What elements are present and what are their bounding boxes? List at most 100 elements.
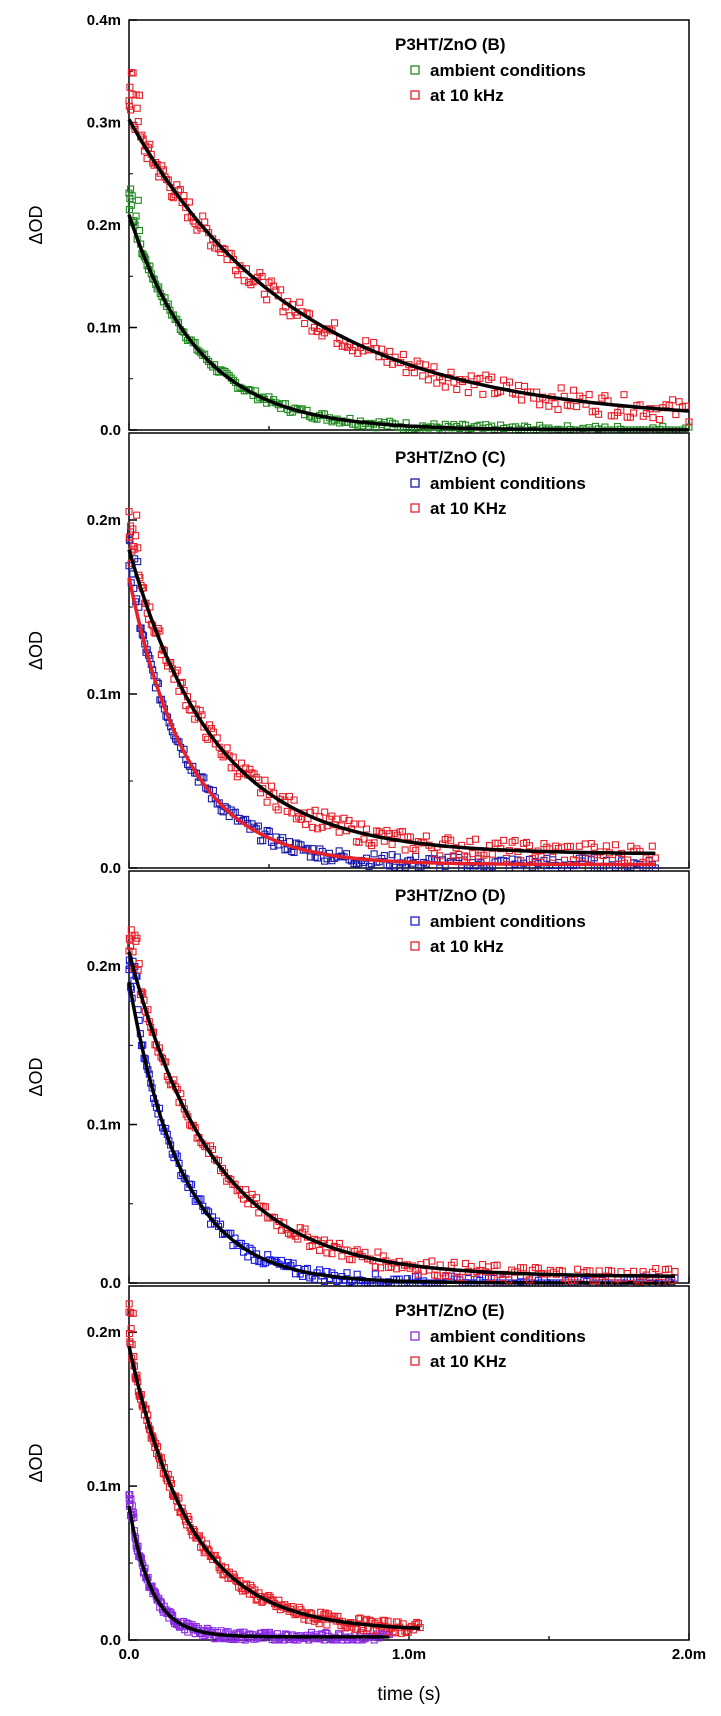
y-axis-label: ΔOD: [26, 1443, 46, 1482]
data-point: [388, 851, 396, 859]
data-point: [430, 850, 438, 858]
shared-x-axis: 0.0 1.0m 2.0m time (s): [119, 1646, 707, 1705]
series: [125, 926, 679, 1287]
data-point: [253, 1194, 261, 1202]
data-point: [281, 846, 289, 854]
data-point: [180, 191, 188, 200]
data-point: [525, 842, 533, 850]
y-tick-label: 0.3m: [87, 115, 121, 132]
data-point: [328, 1250, 336, 1258]
data-point: [357, 820, 366, 828]
data-point: [467, 372, 475, 380]
data-point: [255, 1209, 263, 1217]
data-point: [385, 830, 394, 838]
data-point: [370, 850, 378, 858]
y-tick-label: 0.2m: [87, 217, 121, 234]
data-point: [386, 347, 394, 355]
legend-label: at 10 KHz: [430, 1352, 507, 1371]
data-point: [575, 842, 583, 850]
data-point: [128, 192, 136, 200]
data-point: [127, 1325, 135, 1333]
y-tick-label: 0.0: [100, 1632, 121, 1649]
data-point: [545, 402, 553, 410]
y-tick-label: 0.1m: [87, 1117, 121, 1134]
data-point: [328, 857, 336, 865]
data-point: [264, 1251, 272, 1259]
data-point: [374, 1248, 382, 1256]
data-point: [257, 837, 265, 845]
data-point: [338, 1252, 346, 1260]
x-tick-label: 0.0: [119, 1646, 140, 1663]
data-point: [227, 764, 235, 772]
data-point: [595, 1267, 603, 1275]
data-point: [464, 389, 472, 397]
data-point: [133, 511, 141, 519]
data-point: [574, 1265, 582, 1273]
data-point: [203, 355, 211, 363]
data-point: [292, 839, 300, 847]
data-point: [447, 368, 455, 376]
data-point: [447, 836, 455, 844]
data-point: [360, 835, 368, 843]
data-point: [125, 206, 133, 214]
data-point: [335, 1239, 343, 1247]
data-point: [248, 769, 256, 777]
data-point: [388, 360, 397, 368]
data-point: [288, 809, 296, 817]
data-point: [221, 1169, 229, 1177]
data-point: [277, 1226, 285, 1234]
panel-title: P3HT/ZnO (C): [395, 448, 506, 467]
data-point: [479, 390, 487, 398]
data-point: [517, 396, 526, 404]
data-point: [487, 1274, 495, 1282]
data-point: [331, 319, 339, 327]
data-point: [511, 836, 519, 845]
y-tick-label: 0.1m: [87, 686, 121, 703]
data-point: [377, 1264, 385, 1272]
data-point: [285, 792, 294, 801]
data-point: [340, 814, 348, 822]
data-point: [126, 83, 134, 91]
data-point: [348, 1256, 356, 1264]
data-point: [433, 379, 441, 387]
data-point: [129, 1309, 137, 1317]
data-point: [636, 1278, 644, 1286]
data-point: [318, 823, 326, 831]
data-point: [353, 1270, 361, 1278]
data-point: [321, 857, 329, 865]
data-point: [193, 226, 201, 234]
data-point: [128, 90, 136, 98]
fit-curve: [127, 549, 656, 856]
data-point: [296, 298, 304, 306]
data-point: [127, 201, 135, 209]
data-point: [127, 185, 135, 193]
data-point: [479, 1261, 487, 1269]
data-point: [258, 272, 266, 280]
panel: 0.0 0.1m 0.2m ΔOD P3HT/ZnO (D) ambient condit…: [26, 870, 690, 1292]
data-point: [385, 862, 394, 870]
data-point: [270, 842, 278, 850]
data-point: [279, 834, 287, 842]
panel: 0.0 0.1m 0.2m 0.3m 0.4m ΔOD P3HT/ZnO (B) ambien…: [26, 12, 693, 439]
plot-frame: [128, 432, 690, 869]
fit-curve: [127, 214, 689, 432]
data-point: [410, 369, 418, 377]
data-point: [551, 400, 559, 408]
data-point: [402, 369, 410, 377]
data-point: [313, 854, 322, 862]
panels: 0.0 0.1m 0.2m 0.3m 0.4m ΔOD P3HT/ZnO (B) ambien…: [26, 12, 693, 1649]
data-point: [584, 855, 592, 863]
data-point: [649, 414, 657, 422]
data-point: [242, 815, 250, 823]
data-point: [519, 1264, 528, 1272]
data-point: [254, 822, 262, 830]
data-point: [185, 198, 193, 206]
data-point: [134, 196, 142, 204]
data-point: [617, 1268, 625, 1276]
data-point: [301, 319, 309, 328]
data-point: [624, 856, 632, 864]
data-point: [536, 401, 544, 409]
data-point: [265, 827, 273, 835]
data-point: [422, 361, 430, 369]
